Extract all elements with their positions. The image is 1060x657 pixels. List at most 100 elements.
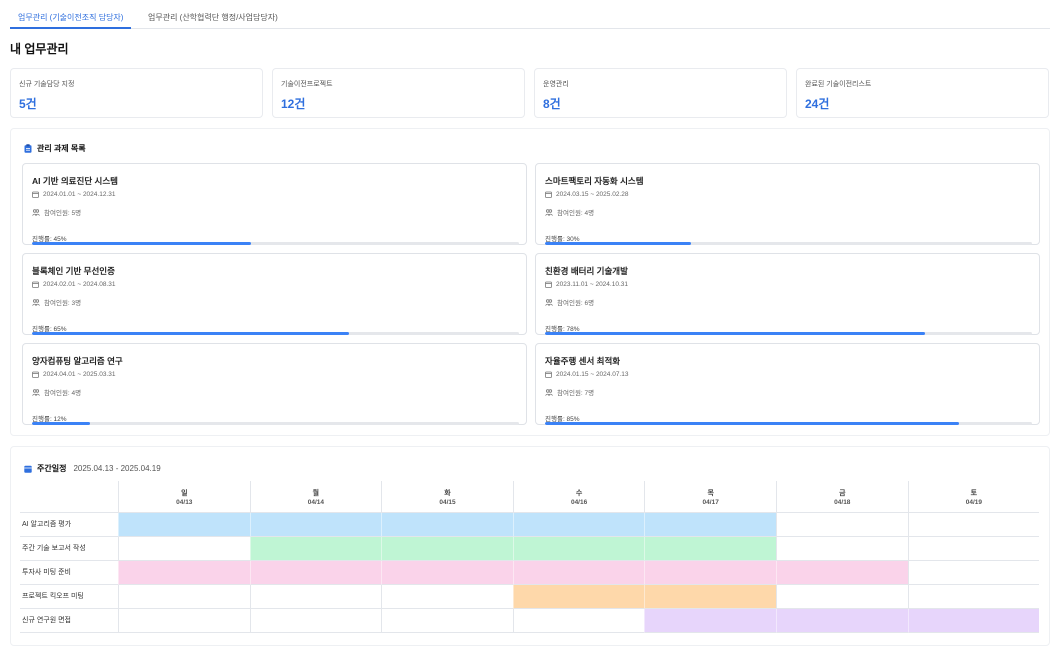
project-title: 블록체인 기반 무선인증 (32, 266, 115, 276)
project-title: 친환경 배터리 기술개발 (545, 266, 628, 276)
schedule-cell[interactable] (907, 537, 1040, 561)
schedule-cell[interactable] (381, 609, 513, 633)
users-icon (32, 208, 40, 216)
schedule-cell[interactable] (381, 585, 513, 609)
event-block[interactable] (512, 585, 645, 609)
day-date: 04/14 (307, 499, 325, 506)
tab-tech-transfer-manager[interactable]: 업무관리 (기술이전조직 담당자) (10, 6, 132, 29)
stat-card-projects[interactable]: 기술이전프로젝트 12건 (272, 68, 525, 118)
project-card[interactable]: 친환경 배터리 기술개발 2023.11.01 ~ 2024.10.31 참여인원:… (535, 253, 1040, 335)
stat-value: 8건 (543, 97, 561, 111)
event-block[interactable] (249, 561, 382, 585)
day-name: 토 (970, 490, 978, 497)
project-progress-track (32, 422, 519, 425)
project-period: 2024.01.01 ~ 2024.12.31 (32, 191, 115, 198)
event-block[interactable] (512, 561, 645, 585)
users-icon (545, 388, 553, 396)
day-name: 목 (707, 490, 714, 497)
clipboard-icon (24, 144, 32, 153)
users-icon (32, 388, 40, 396)
calendar-icon (24, 465, 32, 473)
event-block[interactable] (907, 609, 1040, 633)
day-date: 04/19 (965, 499, 983, 506)
project-period: 2024.01.15 ~ 2024.07.13 (545, 371, 628, 378)
schedule-cell[interactable] (907, 513, 1040, 537)
project-progress-label: 진행률: 30% (545, 236, 580, 243)
project-period-text: 2024.03.15 ~ 2025.02.28 (556, 191, 629, 198)
event-block[interactable] (512, 537, 645, 561)
day-date: 04/17 (702, 499, 719, 506)
schedule-cell[interactable] (249, 609, 382, 633)
event-block[interactable] (381, 513, 513, 537)
stat-card-new-assignment[interactable]: 신규 기술담당 지정 5건 (10, 68, 263, 118)
calendar-icon (32, 281, 39, 288)
event-label[interactable]: 신규 연구원 면접 (20, 609, 118, 633)
projects-panel-title: 관리 과제 목록 (24, 143, 86, 154)
project-progress-track (545, 332, 1032, 335)
project-card[interactable]: AI 기반 의료진단 시스템 2024.01.01 ~ 2024.12.31 참여인… (22, 163, 527, 245)
stat-card-completed[interactable]: 완료된 기술이전리스트 24건 (796, 68, 1049, 118)
project-period-text: 2024.01.01 ~ 2024.12.31 (43, 191, 116, 198)
event-block[interactable] (249, 513, 382, 537)
calendar-icon (545, 191, 552, 198)
day-date: 04/13 (176, 499, 193, 506)
project-members-text: 참여인원: 5명 (44, 210, 82, 217)
event-label[interactable]: 주간 기술 보고서 작성 (20, 537, 118, 561)
project-progress-fill (32, 422, 91, 425)
schedule-cell[interactable] (776, 513, 908, 537)
event-block[interactable] (776, 609, 908, 633)
event-label[interactable]: 프로젝트 킥오프 미팅 (20, 585, 118, 609)
stat-value: 12건 (281, 97, 306, 111)
event-block[interactable] (381, 561, 513, 585)
calendar-icon (545, 371, 552, 378)
calendar-icon (32, 191, 39, 198)
project-progress-fill (32, 332, 349, 335)
stat-label: 신규 기술담당 지정 (19, 81, 75, 88)
project-members-text: 참여인원: 4명 (557, 210, 595, 217)
event-block[interactable] (644, 609, 776, 633)
schedule-cell[interactable] (907, 585, 1040, 609)
event-block[interactable] (644, 513, 776, 537)
project-title: 양자컴퓨팅 알고리즘 연구 (32, 356, 123, 366)
project-period-text: 2024.01.15 ~ 2024.07.13 (556, 371, 629, 378)
project-progress-label: 진행률: 45% (32, 236, 67, 243)
event-block[interactable] (512, 513, 645, 537)
day-name: 금 (839, 490, 846, 497)
project-progress-fill (32, 242, 252, 245)
schedule-cell[interactable] (118, 609, 250, 633)
project-card[interactable]: 스마트팩토리 자동화 시스템 2024.03.15 ~ 2025.02.28 참여인… (535, 163, 1040, 245)
schedule-cell[interactable] (776, 585, 908, 609)
day-date: 04/15 (439, 499, 456, 506)
day-name: 월 (312, 490, 320, 497)
stat-card-operations[interactable]: 운영관리 8건 (534, 68, 787, 118)
schedule-cell[interactable] (512, 609, 645, 633)
schedule-cell[interactable] (118, 585, 250, 609)
project-period-text: 2023.11.01 ~ 2024.10.31 (556, 281, 628, 288)
day-header: 목 04/17 (644, 481, 776, 513)
event-block[interactable] (381, 537, 513, 561)
project-card[interactable]: 블록체인 기반 무선인증 2024.02.01 ~ 2024.08.31 참여인원:… (22, 253, 527, 335)
project-period: 2024.02.01 ~ 2024.08.31 (32, 281, 115, 288)
project-members-text: 참여인원: 7명 (557, 390, 595, 397)
schedule-cell[interactable] (118, 537, 250, 561)
schedule-cell[interactable] (907, 561, 1040, 585)
schedule-cell[interactable] (249, 585, 382, 609)
project-members-text: 참여인원: 6명 (557, 300, 595, 307)
project-members-text: 참여인원: 3명 (44, 300, 82, 307)
event-block[interactable] (118, 561, 250, 585)
schedule-cell[interactable] (776, 537, 908, 561)
event-block[interactable] (644, 537, 776, 561)
event-block[interactable] (118, 513, 250, 537)
event-block[interactable] (249, 537, 382, 561)
event-label[interactable]: 투자사 미팅 준비 (20, 561, 118, 585)
schedule-date-range: 2025.04.13 - 2025.04.19 (73, 464, 161, 473)
event-block[interactable] (644, 561, 776, 585)
event-label[interactable]: AI 알고리즘 평가 (20, 513, 118, 537)
event-block[interactable] (644, 585, 776, 609)
project-progress-fill (545, 332, 925, 335)
project-card[interactable]: 자율주행 센서 최적화 2024.01.15 ~ 2024.07.13 참여인원: … (535, 343, 1040, 425)
tab-admin-manager[interactable]: 업무관리 (산학협력단 행정/사업담당자) (148, 13, 278, 22)
project-period-text: 2024.02.01 ~ 2024.08.31 (43, 281, 116, 288)
project-card[interactable]: 양자컴퓨팅 알고리즘 연구 2024.04.01 ~ 2025.03.31 참여인원… (22, 343, 527, 425)
event-block[interactable] (776, 561, 908, 585)
